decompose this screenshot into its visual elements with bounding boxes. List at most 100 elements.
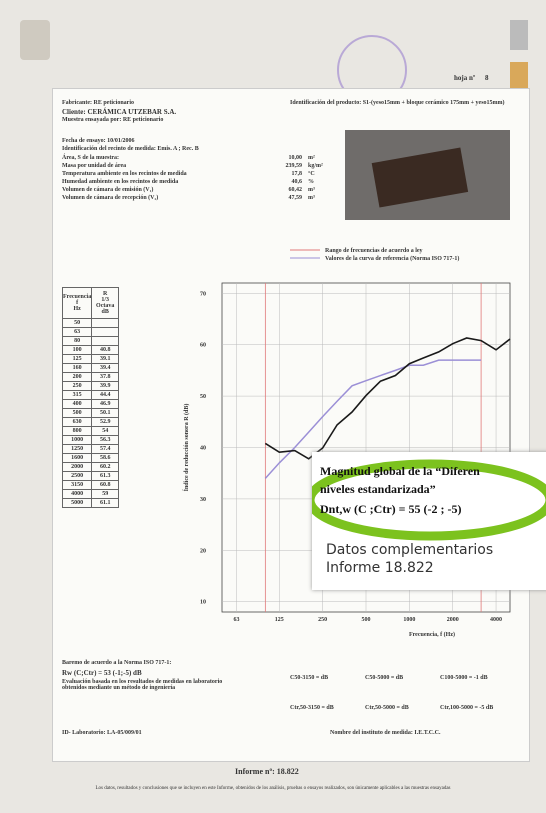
- table-row: 50: [63, 319, 119, 328]
- header-text: 1/3 Octava: [92, 297, 118, 309]
- x-tick-label: 4000: [490, 617, 502, 623]
- x-tick-label: 500: [362, 617, 371, 623]
- r-cell: 60.2: [92, 463, 119, 472]
- legend-reference: Valores de la curva de referencia (Norma…: [325, 255, 459, 262]
- r-cell: 39.9: [92, 382, 119, 391]
- y-axis-label: Índice de reducción sonora R (dB): [182, 404, 190, 492]
- r-cell: 50.1: [92, 409, 119, 418]
- r-cell: 44.4: [92, 391, 119, 400]
- y-tick-label: 60: [200, 343, 206, 349]
- frequency-cell: 315: [63, 391, 92, 400]
- disclaimer: Los datos, resultados y conclusiones que…: [40, 786, 506, 791]
- param-value: 17,8: [262, 171, 302, 177]
- r-cell: 54: [92, 427, 119, 436]
- r-cell: 61.3: [92, 472, 119, 481]
- frequency-cell: 50: [63, 319, 92, 328]
- table-row: 10040.8: [63, 346, 119, 355]
- param-value: 60,42: [262, 187, 302, 193]
- r-cell: 57.4: [92, 445, 119, 454]
- x-axis-label: Frecuencia, f (Hz): [409, 631, 455, 638]
- header-text: Hz: [63, 306, 91, 312]
- frequency-cell: 4000: [63, 490, 92, 499]
- param-label: Volumen de cámara de recepción (V₂): [62, 195, 158, 201]
- frequency-cell: 63: [63, 328, 92, 337]
- table-row: 400059: [63, 490, 119, 499]
- param-value: 10,00: [262, 155, 302, 161]
- param-label: Masa por unidad de área: [62, 163, 126, 169]
- table-row: 315060.8: [63, 481, 119, 490]
- rating-evaluation: Evaluación basada en los resultados de m…: [62, 679, 242, 691]
- table-row: 100056.3: [63, 436, 119, 445]
- x-tick-label: 125: [275, 617, 284, 623]
- frequency-cell: 5000: [63, 499, 92, 508]
- x-tick-label: 63: [233, 617, 239, 623]
- r-cell: 39.1: [92, 355, 119, 364]
- y-tick-label: 70: [200, 291, 206, 297]
- r-cell: 39.4: [92, 364, 119, 373]
- frequency-cell: 100: [63, 346, 92, 355]
- frequency-cell: 800: [63, 427, 92, 436]
- callout-note1: Datos complementarios: [326, 542, 493, 558]
- r-cell: 60.8: [92, 481, 119, 490]
- r-cell: [92, 328, 119, 337]
- ctr-value: Ctr,50-5000 = dB: [365, 705, 409, 711]
- frequency-cell: 1600: [63, 454, 92, 463]
- y-tick-label: 50: [200, 394, 206, 400]
- frequency-cell: 200: [63, 373, 92, 382]
- y-tick-label: 20: [200, 548, 206, 554]
- frequency-cell: 125: [63, 355, 92, 364]
- c-value: C50-3150 = dB: [290, 675, 328, 681]
- c-value: C100-5000 = -1 dB: [440, 675, 488, 681]
- rating-rw: Rw (C;Ctr) = 53 (-1;-5) dB: [62, 669, 142, 677]
- r-cell: [92, 319, 119, 328]
- y-tick-label: 30: [200, 497, 206, 503]
- param-value: 239,59: [262, 163, 302, 169]
- c-value: C50-5000 = dB: [365, 675, 403, 681]
- r-cell: 56.3: [92, 436, 119, 445]
- lab-id: ID- Laboratorio: LA-05/009/01: [62, 730, 142, 736]
- frequency-cell: 250: [63, 382, 92, 391]
- y-tick-label: 40: [200, 446, 206, 452]
- x-tick-label: 250: [318, 617, 327, 623]
- param-unit: %: [308, 179, 314, 185]
- callout-formula: Dnt,w (C ;Ctr) = 55 (-2 ; -5): [320, 502, 461, 517]
- param-label: Volumen de cámara de emisión (V₁): [62, 187, 153, 193]
- header-text: dB: [92, 309, 118, 315]
- r-cell: 52.9: [92, 418, 119, 427]
- r-cell: 61.1: [92, 499, 119, 508]
- param-unit: m³: [308, 195, 315, 201]
- measured-curve: [265, 338, 510, 459]
- callout-note2: Informe 18.822: [326, 560, 434, 576]
- param-label: Temperatura ambiente en los recintos de …: [62, 171, 187, 177]
- x-tick-label: 2000: [447, 617, 459, 623]
- callout-line2: niveles estandarizada”: [320, 482, 436, 497]
- legend-range: Rango de frecuencias de acuerdo a ley: [325, 248, 423, 254]
- ctr-value: Ctr,50-3150 = dB: [290, 705, 334, 711]
- rating-title: Baremo de acuerdo a la Norma ISO 717-1:: [62, 660, 171, 666]
- table-row: 80054: [63, 427, 119, 436]
- table-row: 63: [63, 328, 119, 337]
- frequency-cell: 2000: [63, 463, 92, 472]
- frequency-cell: 500: [63, 409, 92, 418]
- callout: Magnitud global de la “Diferen niveles e…: [312, 452, 546, 590]
- table-row: 80: [63, 337, 119, 346]
- frequency-cell: 160: [63, 364, 92, 373]
- r-cell: 46.9: [92, 400, 119, 409]
- r-cell: 37.8: [92, 373, 119, 382]
- r-cell: [92, 337, 119, 346]
- institute: Nombre del instituto de medida: I.E.T.C.…: [330, 730, 440, 736]
- frequency-cell: 3150: [63, 481, 92, 490]
- frequency-cell: 80: [63, 337, 92, 346]
- param-value: 40,6: [262, 179, 302, 185]
- frequency-cell: 1250: [63, 445, 92, 454]
- page: hoja nº 8 Fabricante: RE peticionario Cl…: [0, 0, 546, 813]
